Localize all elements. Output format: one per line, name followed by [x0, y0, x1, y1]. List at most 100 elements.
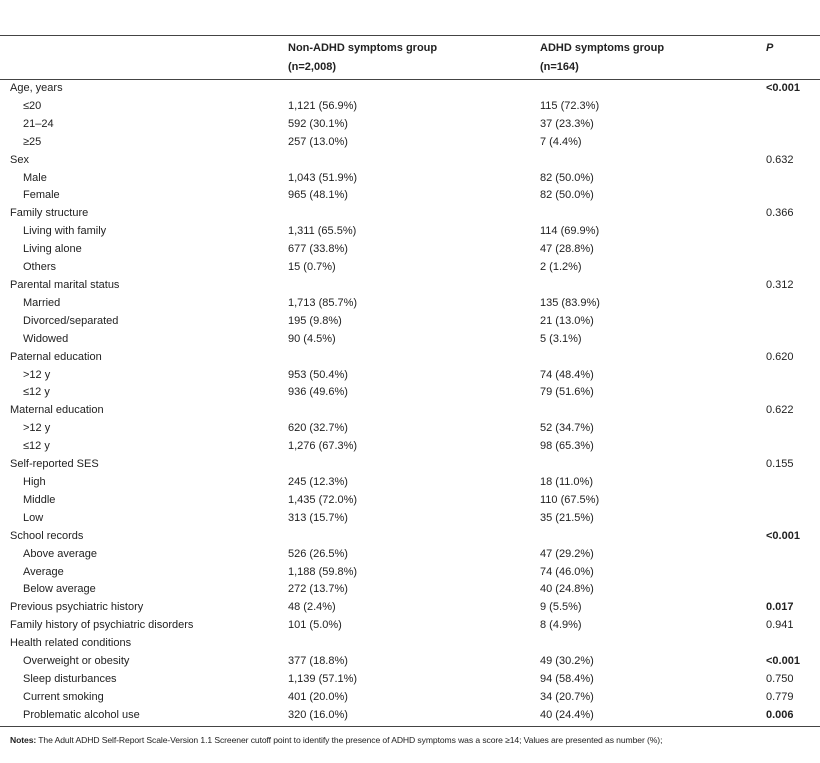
row-sublabel: High — [23, 476, 46, 489]
p-value: 0.632 — [766, 153, 794, 166]
row-sublabel: Sleep disturbances — [23, 673, 117, 686]
row-label: Self-reported SES — [10, 458, 99, 471]
row-sublabel: >12 y — [23, 422, 51, 435]
p-value: 0.017 — [766, 601, 794, 614]
row-sublabel: ≤12 y — [23, 440, 50, 453]
non-adhd-cell: 195 (9.8%) — [288, 314, 342, 327]
row-sublabel: Divorced/separated — [23, 314, 119, 327]
top-rule — [0, 35, 820, 36]
non-adhd-cell: 620 (32.7%) — [288, 422, 348, 435]
row-sublabel: Widowed — [23, 332, 69, 345]
row-label: Health related conditions — [10, 637, 132, 650]
non-adhd-cell: 1,713 (85.7%) — [288, 296, 358, 309]
non-adhd-cell: 1,139 (57.1%) — [288, 673, 358, 686]
adhd-cell: 8 (4.9%) — [540, 619, 582, 632]
p-value: <0.001 — [766, 529, 800, 542]
p-value: 0.620 — [766, 350, 794, 363]
notes-label: Notes: — [10, 735, 37, 745]
row-label: Parental marital status — [10, 279, 120, 291]
adhd-cell: 9 (5.5%) — [540, 601, 582, 614]
non-adhd-cell: 1,435 (72.0%) — [288, 493, 358, 506]
adhd-cell: 40 (24.8%) — [540, 583, 594, 596]
non-adhd-cell: 1,121 (56.9%) — [288, 99, 358, 112]
non-adhd-cell: 677 (33.8%) — [288, 243, 348, 256]
non-adhd-cell: 320 (16.0%) — [288, 708, 348, 721]
adhd-cell: 74 (46.0%) — [540, 565, 594, 578]
row-sublabel: Low — [23, 511, 44, 524]
non-adhd-cell: 245 (12.3%) — [288, 476, 348, 489]
non-adhd-cell: 965 (48.1%) — [288, 189, 348, 202]
non-adhd-cell: 1,311 (65.5%) — [288, 225, 357, 238]
p-value: 0.941 — [766, 619, 794, 632]
row-sublabel: Average — [23, 565, 64, 578]
adhd-cell: 110 (67.5%) — [540, 493, 600, 506]
non-adhd-cell: 401 (20.0%) — [288, 690, 348, 703]
p-value: 0.622 — [766, 404, 794, 417]
non-adhd-cell: 1,276 (67.3%) — [288, 440, 358, 453]
bottom-rule — [0, 726, 820, 727]
row-label: Sex — [10, 153, 29, 166]
non-adhd-cell: 377 (18.8%) — [288, 655, 348, 668]
non-adhd-cell: 592 (30.1%) — [288, 117, 348, 130]
non-adhd-cell: 257 (13.0%) — [288, 135, 348, 148]
column-title: ADHD symptoms group — [540, 42, 665, 54]
adhd-cell: 37 (23.3%) — [540, 117, 594, 130]
adhd-cell: 79 (51.6%) — [540, 386, 594, 399]
adhd-cell: 18 (11.0%) — [540, 476, 593, 489]
adhd-cell: 114 (69.9%) — [540, 225, 600, 238]
adhd-cell: 47 (28.8%) — [540, 243, 594, 256]
non-adhd-cell: 313 (15.7%) — [288, 511, 348, 524]
p-value: <0.001 — [766, 655, 800, 668]
row-label: Paternal education — [10, 350, 102, 363]
non-adhd-cell: 15 (0.7%) — [288, 261, 336, 274]
row-label: Family structure — [10, 207, 89, 220]
row-sublabel: Living alone — [23, 243, 82, 256]
adhd-cell: 34 (20.7%) — [540, 690, 594, 703]
adhd-cell: 2 (1.2%) — [540, 261, 582, 274]
adhd-cell: 35 (21.5%) — [540, 511, 594, 524]
adhd-cell: 49 (30.2%) — [540, 655, 594, 668]
adhd-cell: 5 (3.1%) — [540, 332, 582, 345]
adhd-cell: 115 (72.3%) — [540, 99, 600, 112]
adhd-cell: 52 (34.7%) — [540, 422, 594, 435]
non-adhd-cell: 48 (2.4%) — [288, 601, 336, 614]
header-rule — [0, 79, 820, 80]
p-value: 0.006 — [766, 708, 794, 721]
non-adhd-cell: 90 (4.5%) — [288, 332, 336, 345]
adhd-cell: 40 (24.4%) — [540, 708, 594, 721]
p-value: 0.312 — [766, 279, 794, 291]
non-adhd-cell: 1,188 (59.8%) — [288, 565, 358, 578]
column-title: Non-ADHD symptoms group — [288, 42, 438, 54]
row-sublabel: Below average — [23, 583, 96, 596]
row-label: School records — [10, 529, 84, 542]
adhd-cell: 7 (4.4%) — [540, 135, 582, 148]
p-value: <0.001 — [766, 82, 800, 94]
row-sublabel: Male — [23, 171, 47, 184]
row-sublabel: Living with family — [23, 225, 107, 238]
adhd-cell: 21 (13.0%) — [540, 314, 594, 327]
non-adhd-cell: 953 (50.4%) — [288, 368, 348, 381]
p-value: 0.155 — [766, 458, 794, 471]
adhd-cell: 74 (48.4%) — [540, 368, 594, 381]
column-subtitle: (n=2,008) — [288, 61, 336, 73]
p-value: 0.750 — [766, 673, 794, 686]
row-sublabel: Female — [23, 189, 60, 202]
row-label: Family history of psychiatric disorders — [10, 619, 194, 632]
row-label: Age, years — [10, 82, 63, 94]
adhd-cell: 94 (58.4%) — [540, 673, 594, 686]
row-sublabel: Overweight or obesity — [23, 655, 130, 668]
non-adhd-cell: 1,043 (51.9%) — [288, 171, 358, 184]
row-label: Previous psychiatric history — [10, 601, 144, 614]
row-sublabel: ≥25 — [23, 135, 42, 148]
adhd-cell: 82 (50.0%) — [540, 189, 594, 202]
adhd-cell: 135 (83.9%) — [540, 296, 600, 309]
row-label: Maternal education — [10, 404, 104, 417]
adhd-cell: 98 (65.3%) — [540, 440, 594, 453]
row-sublabel: Married — [23, 296, 61, 309]
row-sublabel: Above average — [23, 547, 97, 560]
p-value: 0.779 — [766, 690, 794, 703]
p-value: 0.366 — [766, 207, 794, 220]
column-title: P — [766, 42, 774, 54]
notes-text: The Adult ADHD Self-Report Scale-Version… — [38, 735, 663, 745]
